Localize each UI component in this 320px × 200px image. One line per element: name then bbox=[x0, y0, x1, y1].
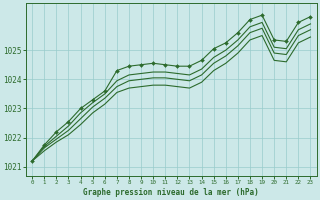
X-axis label: Graphe pression niveau de la mer (hPa): Graphe pression niveau de la mer (hPa) bbox=[84, 188, 259, 197]
